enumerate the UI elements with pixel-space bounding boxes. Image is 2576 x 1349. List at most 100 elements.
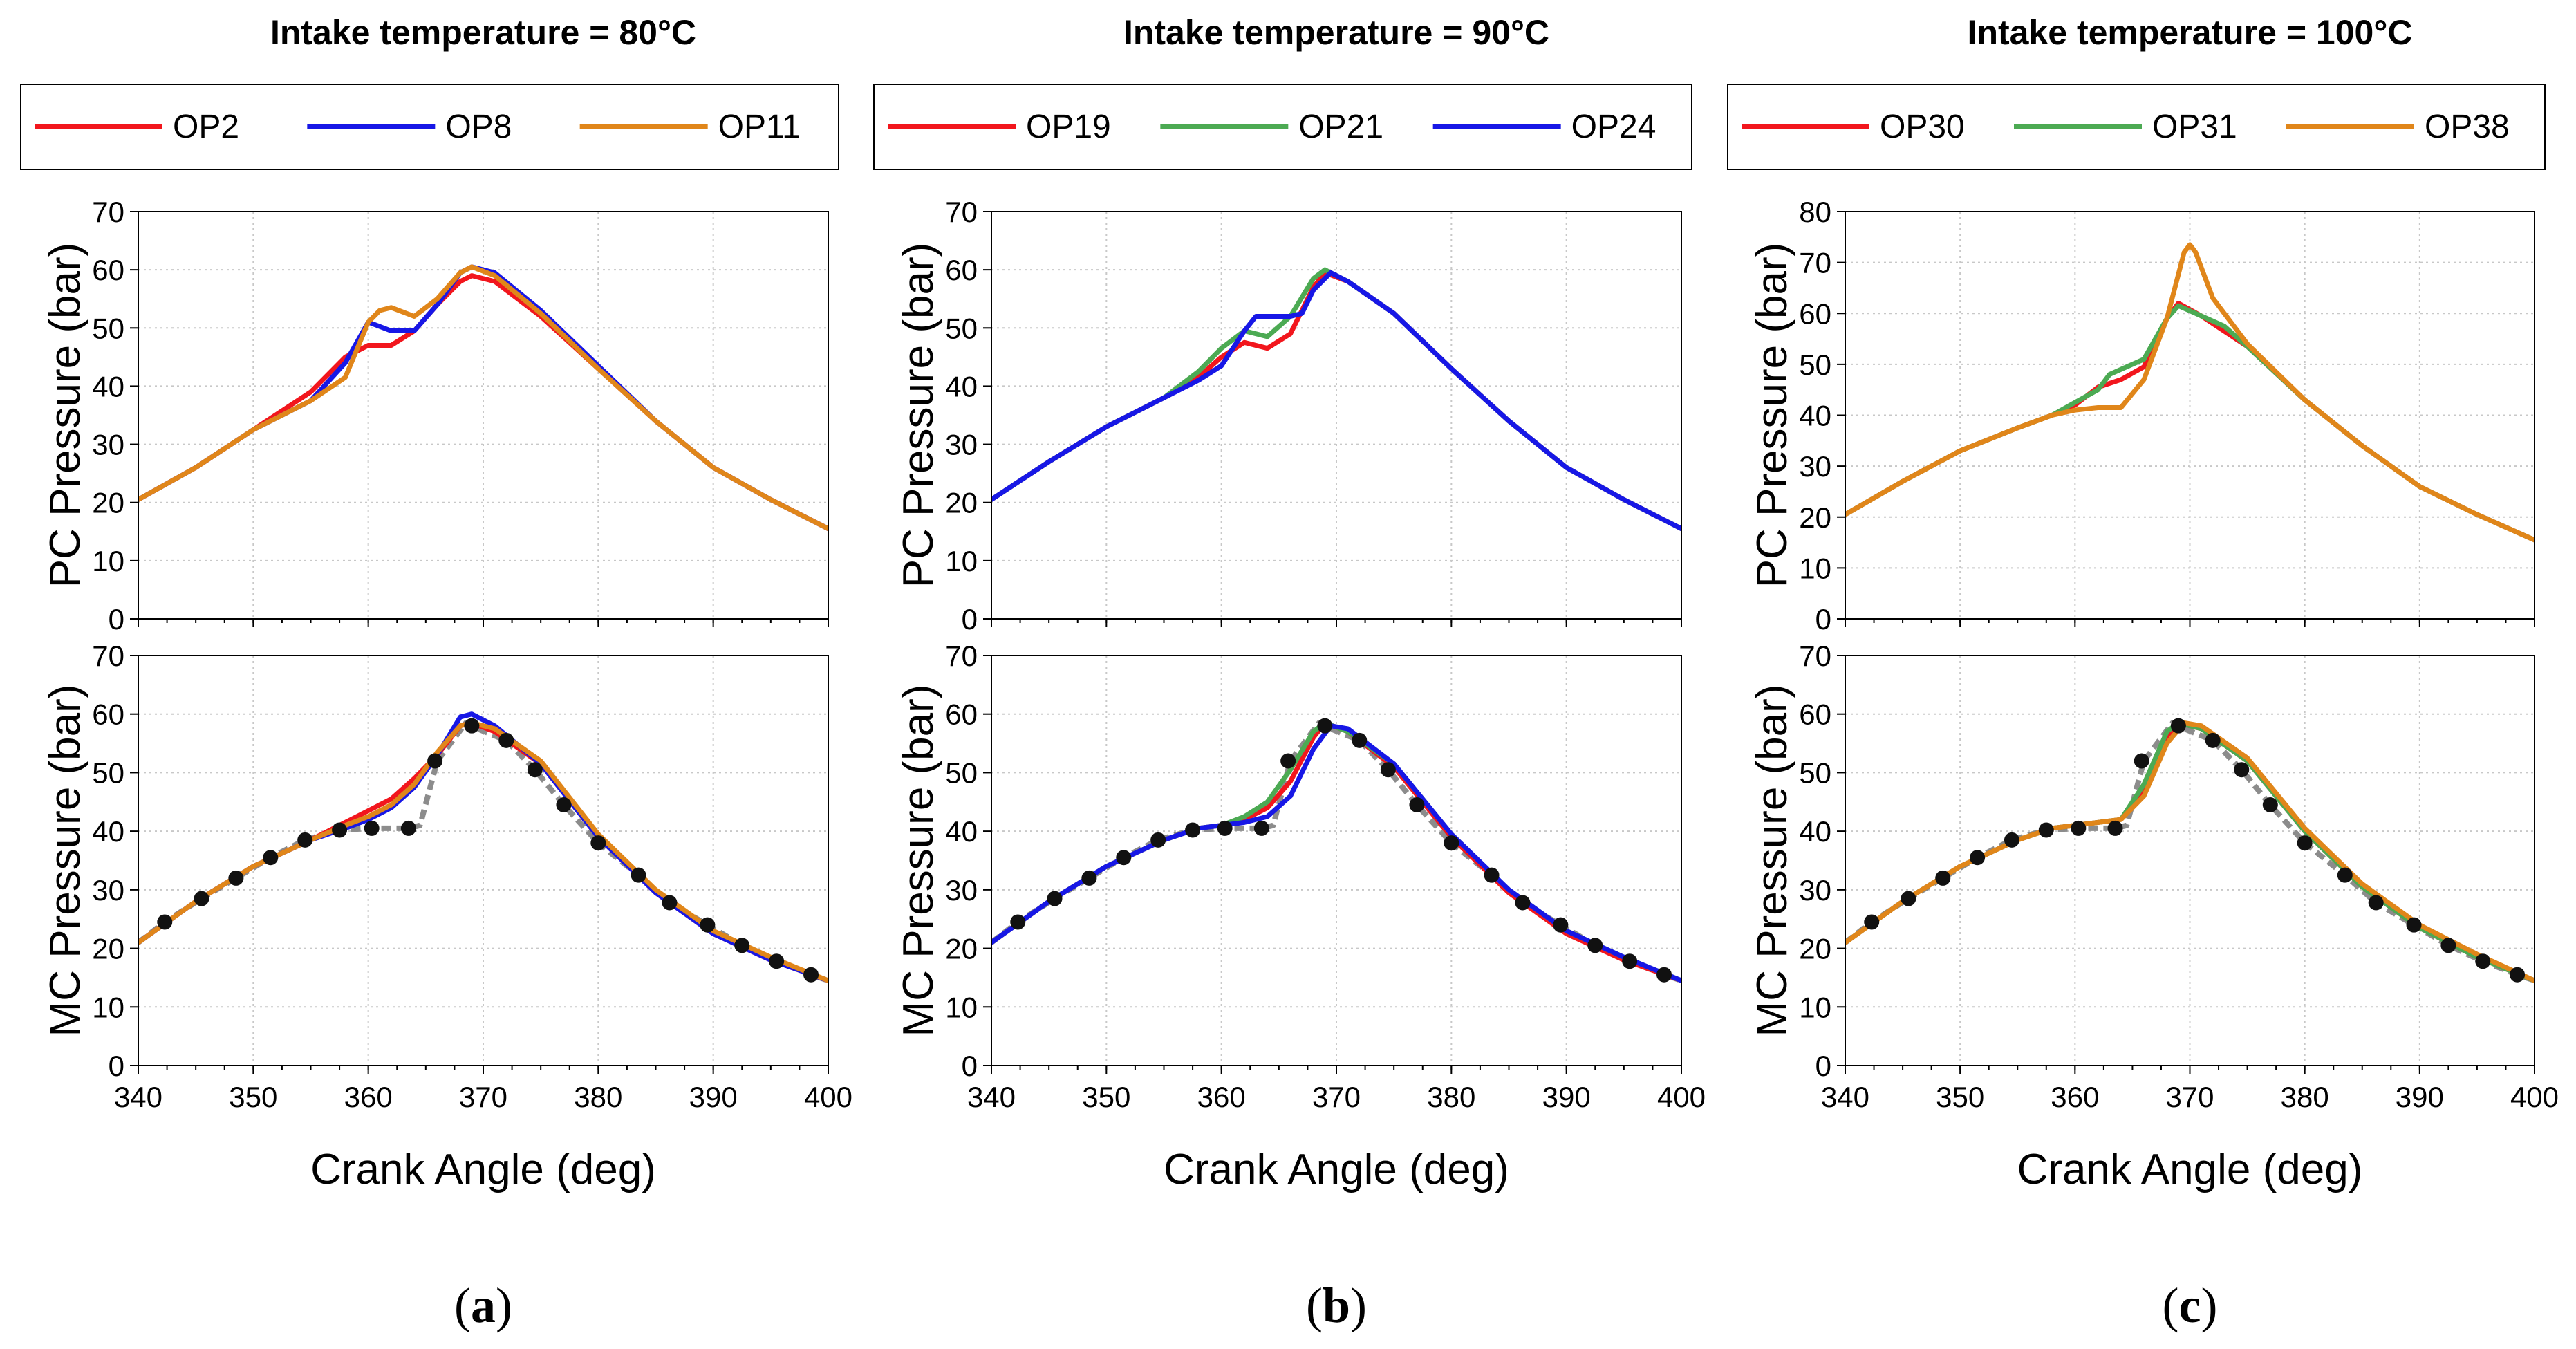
- y-tick-label: 30: [92, 429, 124, 461]
- y-tick-label: 70: [1799, 640, 1831, 672]
- measured-marker: [2107, 820, 2123, 836]
- measured-marker: [803, 967, 819, 983]
- y-tick-label: 0: [109, 1050, 124, 1082]
- x-tick-label: 360: [2051, 1081, 2099, 1113]
- measured-marker: [2262, 797, 2278, 813]
- series-line-op38: [1845, 242, 2535, 543]
- legend-label: OP31: [2152, 109, 2237, 145]
- y-tick-label: 10: [945, 991, 978, 1023]
- panel-title: Intake temperature = 90°C: [1123, 13, 1549, 52]
- measured-marker: [157, 914, 173, 930]
- y-axis-label: PC Pressure (bar): [895, 243, 942, 588]
- panel-c: Intake temperature = 100°C OP30 OP31 OP38 0 1…: [1727, 13, 2559, 1333]
- measured-marker: [1352, 732, 1368, 748]
- measured-marker: [700, 917, 716, 933]
- x-tick-label: 390: [689, 1081, 738, 1113]
- measured-marker: [1970, 850, 1986, 866]
- x-tick-label: 380: [2281, 1081, 2329, 1113]
- x-tick-label: 340: [1821, 1081, 1869, 1113]
- axes-frame: [991, 655, 1682, 1066]
- mc-pressure-plot: 0 10 20 30 40 50 60 70 340 350 360 370 380 390 400 MC P…: [1748, 640, 2559, 1193]
- y-tick-label: 60: [945, 254, 978, 286]
- y-tick-label: 0: [1816, 1050, 1831, 1082]
- y-tick-label: 10: [92, 545, 124, 577]
- measured-marker: [1587, 938, 1603, 953]
- legend: OP30 OP31 OP38: [1727, 84, 2546, 170]
- y-tick-label: 20: [1799, 933, 1831, 965]
- legend-label: OP38: [2425, 109, 2510, 145]
- measured-marker: [1409, 797, 1425, 813]
- x-tick-label: 370: [2165, 1081, 2214, 1113]
- y-tick-label: 40: [945, 815, 978, 848]
- measured-marker: [2368, 895, 2384, 911]
- legend-label: OP19: [1026, 109, 1111, 145]
- plot-area: [1845, 242, 2535, 543]
- measured-marker: [1317, 718, 1333, 734]
- y-axis-label: MC Pressure (bar): [1748, 685, 1796, 1037]
- measured-marker: [2475, 953, 2491, 969]
- axes-frame: [991, 211, 1682, 620]
- mc-pressure-plot: 0 10 20 30 40 50 60 70 340 350 360 370 380 390 400 MC P…: [895, 640, 1706, 1193]
- measured-marker: [1444, 835, 1459, 851]
- measured-marker: [631, 867, 646, 883]
- measured-marker: [662, 895, 678, 911]
- measured-marker: [400, 820, 416, 836]
- panel-b: Intake temperature = 90°C OP19 OP21 OP24 0 10…: [873, 13, 1706, 1333]
- panel-a: Intake temperature = 80°C OP2 OP8 OP11 0 10 20…: [20, 13, 852, 1333]
- measured-marker: [297, 832, 313, 848]
- plot-area: [991, 718, 1681, 983]
- y-tick-label: 50: [92, 756, 124, 789]
- legend-label: OP21: [1298, 109, 1383, 145]
- measured-marker: [1047, 891, 1063, 906]
- measured-marker: [332, 822, 348, 838]
- panel-caption: (a): [454, 1278, 512, 1333]
- measured-marker: [1622, 953, 1638, 969]
- y-tick-label: 50: [92, 312, 124, 344]
- mc-pressure-plot: 0 10 20 30 40 50 60 70 340 350 360 370 380 390 400 MC P…: [41, 640, 852, 1193]
- legend-label: OP11: [718, 109, 801, 145]
- panel-caption-letter: c: [2179, 1278, 2201, 1333]
- measured-marker: [2234, 762, 2250, 778]
- legend-label: OP24: [1571, 109, 1656, 145]
- y-tick-label: 20: [945, 933, 978, 965]
- measured-marker: [2406, 917, 2422, 933]
- y-tick-label: 30: [1799, 874, 1831, 906]
- measured-marker: [2205, 732, 2221, 748]
- plot-area: [991, 267, 1681, 532]
- measured-marker: [2038, 822, 2054, 838]
- y-tick-label: 20: [1799, 501, 1831, 534]
- measured-marker: [1081, 870, 1097, 886]
- y-tick-label: 20: [92, 487, 124, 519]
- measured-marker: [2134, 753, 2149, 769]
- x-tick-label: 400: [1657, 1081, 1706, 1113]
- measured-marker: [1901, 891, 1916, 906]
- y-tick-label: 0: [962, 1050, 978, 1082]
- measured-marker: [1280, 753, 1296, 769]
- measured-marker: [1656, 967, 1672, 983]
- y-axis-label: PC Pressure (bar): [1748, 243, 1796, 588]
- series-line-op2: [138, 273, 828, 532]
- x-tick-label: 400: [2510, 1081, 2559, 1113]
- measured-marker: [2297, 835, 2313, 851]
- y-tick-label: 60: [945, 698, 978, 731]
- y-tick-label: 30: [945, 874, 978, 906]
- y-tick-label: 60: [1799, 297, 1831, 330]
- measured-marker: [498, 732, 514, 748]
- measured-marker: [556, 797, 572, 813]
- measured-marker: [2071, 820, 2087, 836]
- y-tick-label: 60: [92, 254, 124, 286]
- measured-marker: [2337, 867, 2353, 883]
- y-tick-label: 0: [1816, 603, 1831, 635]
- y-tick-label: 10: [945, 545, 978, 577]
- y-tick-label: 0: [109, 603, 124, 635]
- y-tick-label: 70: [945, 640, 978, 672]
- y-tick-label: 20: [92, 933, 124, 965]
- y-tick-label: 50: [945, 312, 978, 344]
- measured-marker: [590, 835, 606, 851]
- measured-marker: [1935, 870, 1951, 886]
- y-tick-label: 40: [92, 815, 124, 848]
- y-tick-label: 50: [945, 756, 978, 789]
- y-axis-label: MC Pressure (bar): [41, 685, 89, 1037]
- y-tick-label: 50: [1799, 348, 1831, 381]
- measured-marker: [1150, 832, 1166, 848]
